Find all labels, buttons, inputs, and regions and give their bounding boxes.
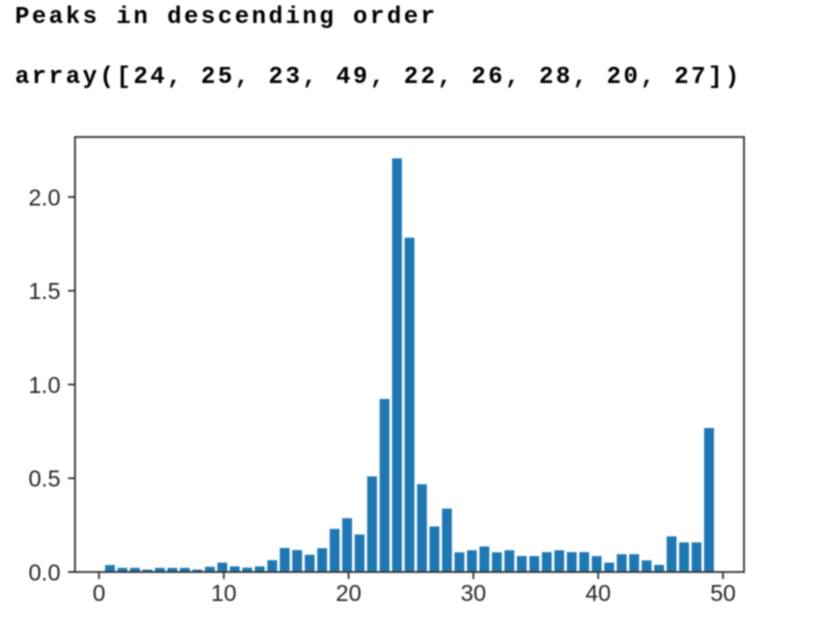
svg-text:0.0: 0.0	[29, 559, 61, 585]
svg-text:10: 10	[211, 580, 237, 606]
svg-text:50: 50	[710, 580, 736, 606]
svg-text:0: 0	[93, 580, 106, 606]
svg-text:40: 40	[585, 580, 611, 606]
svg-text:2.0: 2.0	[29, 184, 61, 210]
svg-text:1.5: 1.5	[29, 278, 61, 304]
svg-text:20: 20	[336, 580, 362, 606]
svg-text:0.5: 0.5	[29, 466, 61, 492]
svg-text:30: 30	[461, 580, 487, 606]
svg-text:1.0: 1.0	[29, 372, 61, 398]
